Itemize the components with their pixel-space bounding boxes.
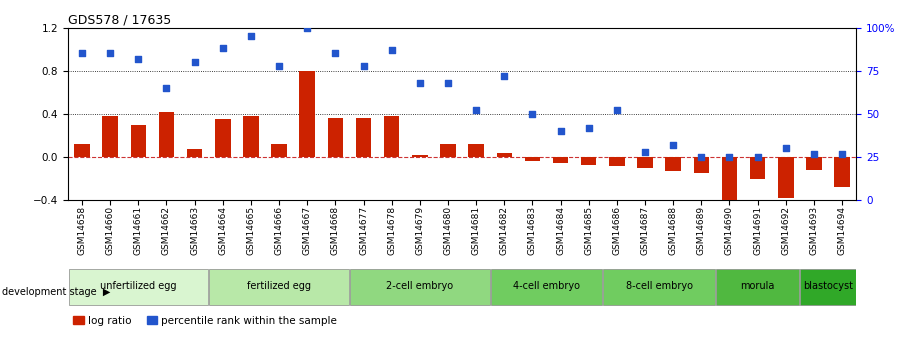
Legend: log ratio, percentile rank within the sample: log ratio, percentile rank within the sa…: [73, 316, 337, 326]
Point: [440, 80, 455, 86]
Bar: [243, 116, 259, 157]
Text: 8-cell embryo: 8-cell embryo: [626, 282, 692, 292]
Bar: [491, 269, 602, 305]
Bar: [665, 157, 681, 171]
Bar: [328, 118, 343, 157]
Point: [412, 80, 427, 86]
Text: unfertilized egg: unfertilized egg: [100, 282, 177, 292]
Bar: [412, 155, 428, 157]
Bar: [609, 157, 624, 166]
Bar: [356, 118, 371, 157]
Point: [103, 51, 118, 56]
Bar: [271, 144, 287, 157]
Bar: [834, 157, 850, 187]
Point: [75, 51, 90, 56]
Bar: [215, 119, 230, 157]
Bar: [637, 157, 653, 168]
Text: blastocyst: blastocyst: [803, 282, 853, 292]
Point: [272, 63, 286, 68]
Bar: [553, 157, 568, 164]
Text: 2-cell embryo: 2-cell embryo: [386, 282, 453, 292]
Point: [188, 59, 202, 65]
Bar: [722, 157, 737, 216]
Point: [525, 111, 540, 117]
Point: [694, 154, 708, 160]
Text: morula: morula: [740, 282, 775, 292]
Bar: [440, 144, 456, 157]
Bar: [581, 157, 596, 165]
Point: [244, 33, 258, 39]
Bar: [778, 157, 794, 198]
Point: [356, 63, 371, 68]
Bar: [384, 116, 400, 157]
Point: [554, 128, 568, 134]
Bar: [750, 157, 766, 179]
Point: [610, 108, 624, 113]
Point: [328, 51, 342, 56]
Point: [666, 142, 680, 148]
Bar: [496, 152, 512, 157]
Point: [834, 151, 849, 156]
Point: [469, 108, 484, 113]
Bar: [603, 269, 715, 305]
Bar: [300, 71, 315, 157]
Point: [497, 73, 512, 79]
Bar: [69, 269, 208, 305]
Point: [638, 149, 652, 155]
Bar: [694, 157, 709, 173]
Text: fertilized egg: fertilized egg: [247, 282, 311, 292]
Bar: [716, 269, 799, 305]
Point: [806, 151, 821, 156]
Point: [216, 46, 230, 51]
Bar: [74, 144, 90, 157]
Text: 4-cell embryo: 4-cell embryo: [513, 282, 580, 292]
Bar: [130, 125, 146, 157]
Point: [131, 56, 146, 61]
Point: [778, 146, 793, 151]
Bar: [468, 144, 484, 157]
Bar: [350, 269, 489, 305]
Point: [384, 47, 399, 53]
Point: [159, 85, 174, 91]
Point: [582, 125, 596, 130]
Text: development stage  ▶: development stage ▶: [2, 287, 111, 296]
Point: [722, 154, 737, 160]
Bar: [525, 157, 540, 161]
Text: GDS578 / 17635: GDS578 / 17635: [68, 13, 171, 27]
Bar: [209, 269, 349, 305]
Bar: [187, 149, 202, 157]
Bar: [800, 269, 855, 305]
Point: [300, 25, 314, 30]
Bar: [159, 112, 174, 157]
Bar: [102, 116, 118, 157]
Point: [750, 154, 765, 160]
Bar: [806, 157, 822, 170]
